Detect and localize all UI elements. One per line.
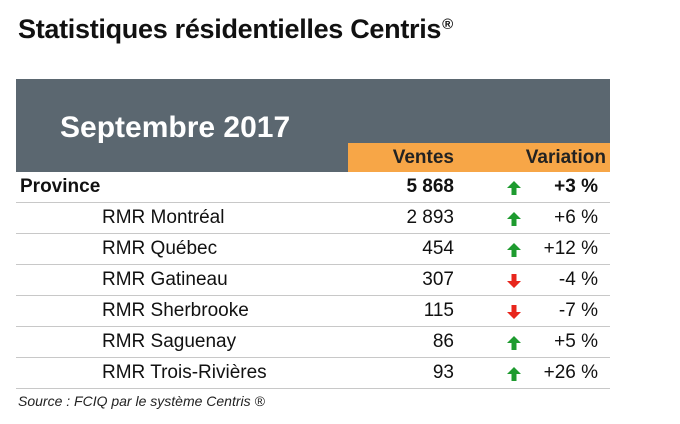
change-value: +6 %: [554, 207, 598, 228]
sales-value: 93: [432, 362, 454, 383]
stats-table: Septembre 2017 Ventes Variation Province…: [16, 79, 610, 389]
region-label: RMR Sherbrooke: [102, 300, 249, 321]
registered-mark: ®: [442, 16, 453, 33]
region-label: RMR Montréal: [102, 207, 225, 228]
sales-value: 115: [423, 300, 454, 321]
table-header: Septembre 2017 Ventes Variation: [16, 79, 610, 172]
sales-value: 2 893: [406, 207, 454, 228]
down-arrow-icon: [507, 274, 521, 288]
table-row: RMR Trois-Rivières 93 +26 %: [16, 358, 610, 389]
table-row: RMR Montréal 2 893 +6 %: [16, 203, 610, 234]
up-arrow-icon: [507, 336, 521, 350]
region-label: RMR Québec: [102, 238, 218, 259]
title-text: Statistiques résidentielles Centris: [18, 14, 442, 44]
column-header-band: Ventes Variation: [348, 143, 610, 172]
change-value: +3 %: [554, 176, 598, 197]
column-header-change: Variation: [525, 147, 606, 168]
period-label: Septembre 2017: [60, 111, 291, 144]
change-value: +12 %: [543, 238, 598, 259]
sales-value: 86: [432, 331, 454, 352]
up-arrow-icon: [507, 181, 521, 195]
up-arrow-icon: [507, 367, 521, 381]
source-note: Source : FCIQ par le système Centris ®: [18, 393, 265, 409]
column-header-sales: Ventes: [392, 147, 454, 168]
up-arrow-icon: [507, 212, 521, 226]
down-arrow-icon: [507, 305, 521, 319]
sales-value: 454: [422, 238, 454, 259]
sales-value: 307: [422, 269, 454, 290]
up-arrow-icon: [507, 243, 521, 257]
sales-value: 5 868: [406, 176, 454, 197]
table-row: Province 5 868 +3 %: [16, 172, 610, 203]
region-label: RMR Saguenay: [102, 331, 237, 352]
change-value: -4 %: [558, 269, 598, 290]
table-row: RMR Saguenay 86 +5 %: [16, 327, 610, 358]
table-row: RMR Sherbrooke 115 -7 %: [16, 296, 610, 327]
change-value: +26 %: [543, 362, 598, 383]
change-value: +5 %: [554, 331, 598, 352]
region-label: Province: [20, 176, 101, 197]
region-label: RMR Trois-Rivières: [102, 362, 267, 383]
region-label: RMR Gatineau: [102, 269, 228, 290]
page-title: Statistiques résidentielles Centris®: [18, 14, 453, 45]
table-row: RMR Gatineau 307 -4 %: [16, 265, 610, 296]
change-value: -7 %: [558, 300, 598, 321]
table-row: RMR Québec 454 +12 %: [16, 234, 610, 265]
